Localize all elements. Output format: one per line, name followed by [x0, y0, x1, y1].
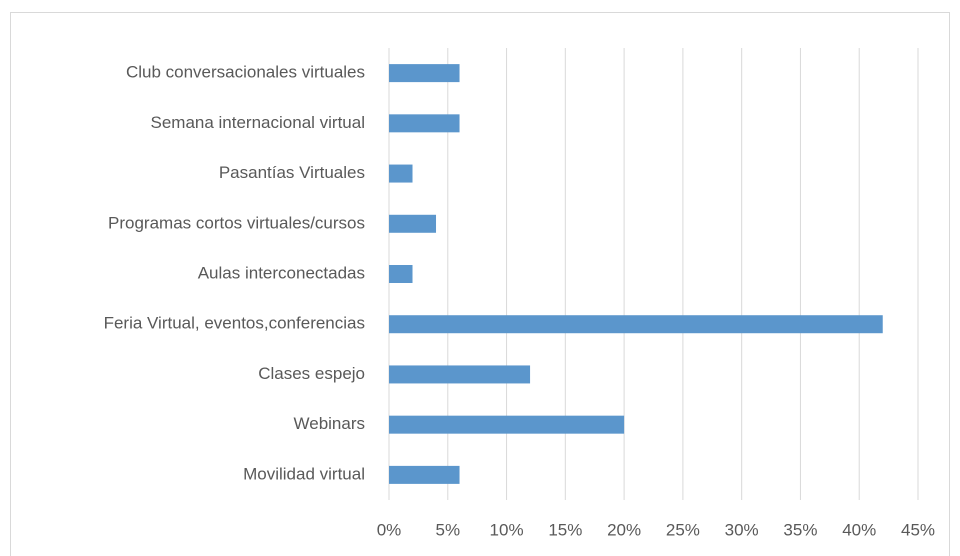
chart-frame	[10, 12, 950, 556]
x-tick-label: 30%	[725, 520, 759, 539]
x-tick-label: 45%	[901, 520, 935, 539]
y-tick-label: Feria Virtual, eventos,conferencias	[104, 314, 365, 333]
x-tick-label: 5%	[435, 520, 460, 539]
y-tick-label: Pasantías Virtuales	[219, 163, 365, 182]
y-tick-label: Programas cortos virtuales/cursos	[108, 213, 365, 232]
x-tick-label: 20%	[607, 520, 641, 539]
y-tick-label: Webinars	[294, 414, 366, 433]
y-tick-label: Clases espejo	[258, 364, 365, 383]
y-tick-label: Movilidad virtual	[243, 464, 365, 483]
bar	[389, 164, 413, 183]
bar	[389, 315, 883, 334]
bar	[389, 265, 413, 283]
x-tick-label: 40%	[842, 520, 876, 539]
x-tick-label: 15%	[548, 520, 582, 539]
x-tick-label: 10%	[490, 520, 524, 539]
bar	[389, 214, 437, 233]
x-tick-label: 25%	[666, 520, 700, 539]
bar	[389, 365, 531, 384]
x-tick-label: 0%	[377, 520, 402, 539]
y-tick-label: Aulas interconectadas	[198, 263, 365, 282]
bar	[389, 64, 460, 83]
bar	[389, 114, 460, 133]
bar	[389, 465, 460, 484]
bar	[389, 415, 625, 434]
x-tick-label: 35%	[783, 520, 817, 539]
y-tick-label: Semana internacional virtual	[150, 113, 365, 132]
y-tick-label: Club conversacionales virtuales	[126, 63, 365, 82]
